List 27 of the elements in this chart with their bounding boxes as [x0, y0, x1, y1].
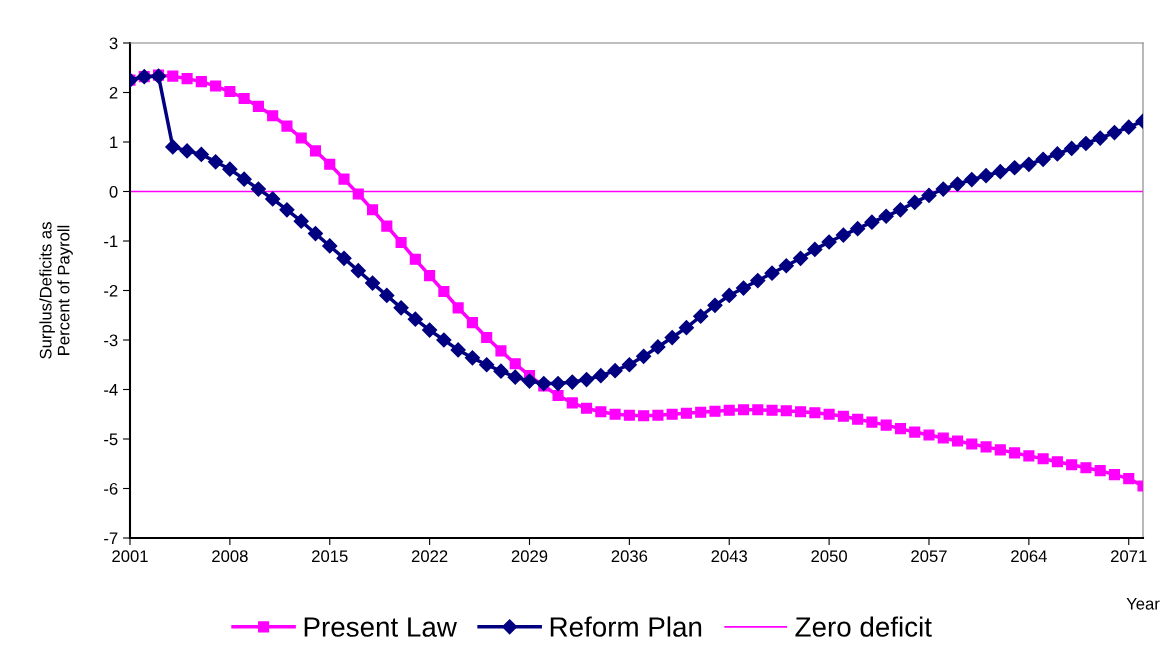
- y-tick-label: -5: [104, 433, 118, 446]
- x-tick-label: 2050: [811, 550, 847, 563]
- y-tick-label: -1: [104, 235, 118, 248]
- x-tick-label: 2001: [112, 550, 148, 563]
- y-tick-label: -3: [104, 334, 118, 347]
- x-tick-label: 2036: [611, 550, 648, 563]
- y-tick-label: -2: [104, 284, 118, 297]
- x-tick-label: 2071: [1111, 550, 1147, 563]
- x-tick-label: 2015: [312, 550, 348, 563]
- x-tick-label: 2057: [911, 550, 947, 563]
- legend-label: Present Law: [304, 617, 457, 637]
- x-tick-label: 2029: [511, 550, 548, 563]
- y-tick-label: 2: [109, 86, 118, 99]
- x-tick-label: 2043: [711, 550, 748, 563]
- y-tick-label: 1: [110, 136, 118, 149]
- y-tick-label: 0: [109, 185, 118, 198]
- y-tick-label: -7: [104, 532, 118, 545]
- legend-label: Zero deficit: [795, 616, 932, 637]
- x-tick-label: 2064: [1011, 550, 1047, 563]
- y-tick-label: 3: [109, 37, 118, 50]
- x-tick-label: 2008: [212, 550, 248, 563]
- legend-label: Reform Plan: [550, 616, 702, 637]
- y-tick-label: -6: [104, 482, 118, 495]
- x-tick-label: 2022: [411, 550, 448, 563]
- y-tick-label: -4: [104, 384, 118, 396]
- x-axis-title: Year: [1126, 598, 1160, 610]
- y-axis-title: Surplus/Deficits as Percent of Payroll: [39, 222, 73, 359]
